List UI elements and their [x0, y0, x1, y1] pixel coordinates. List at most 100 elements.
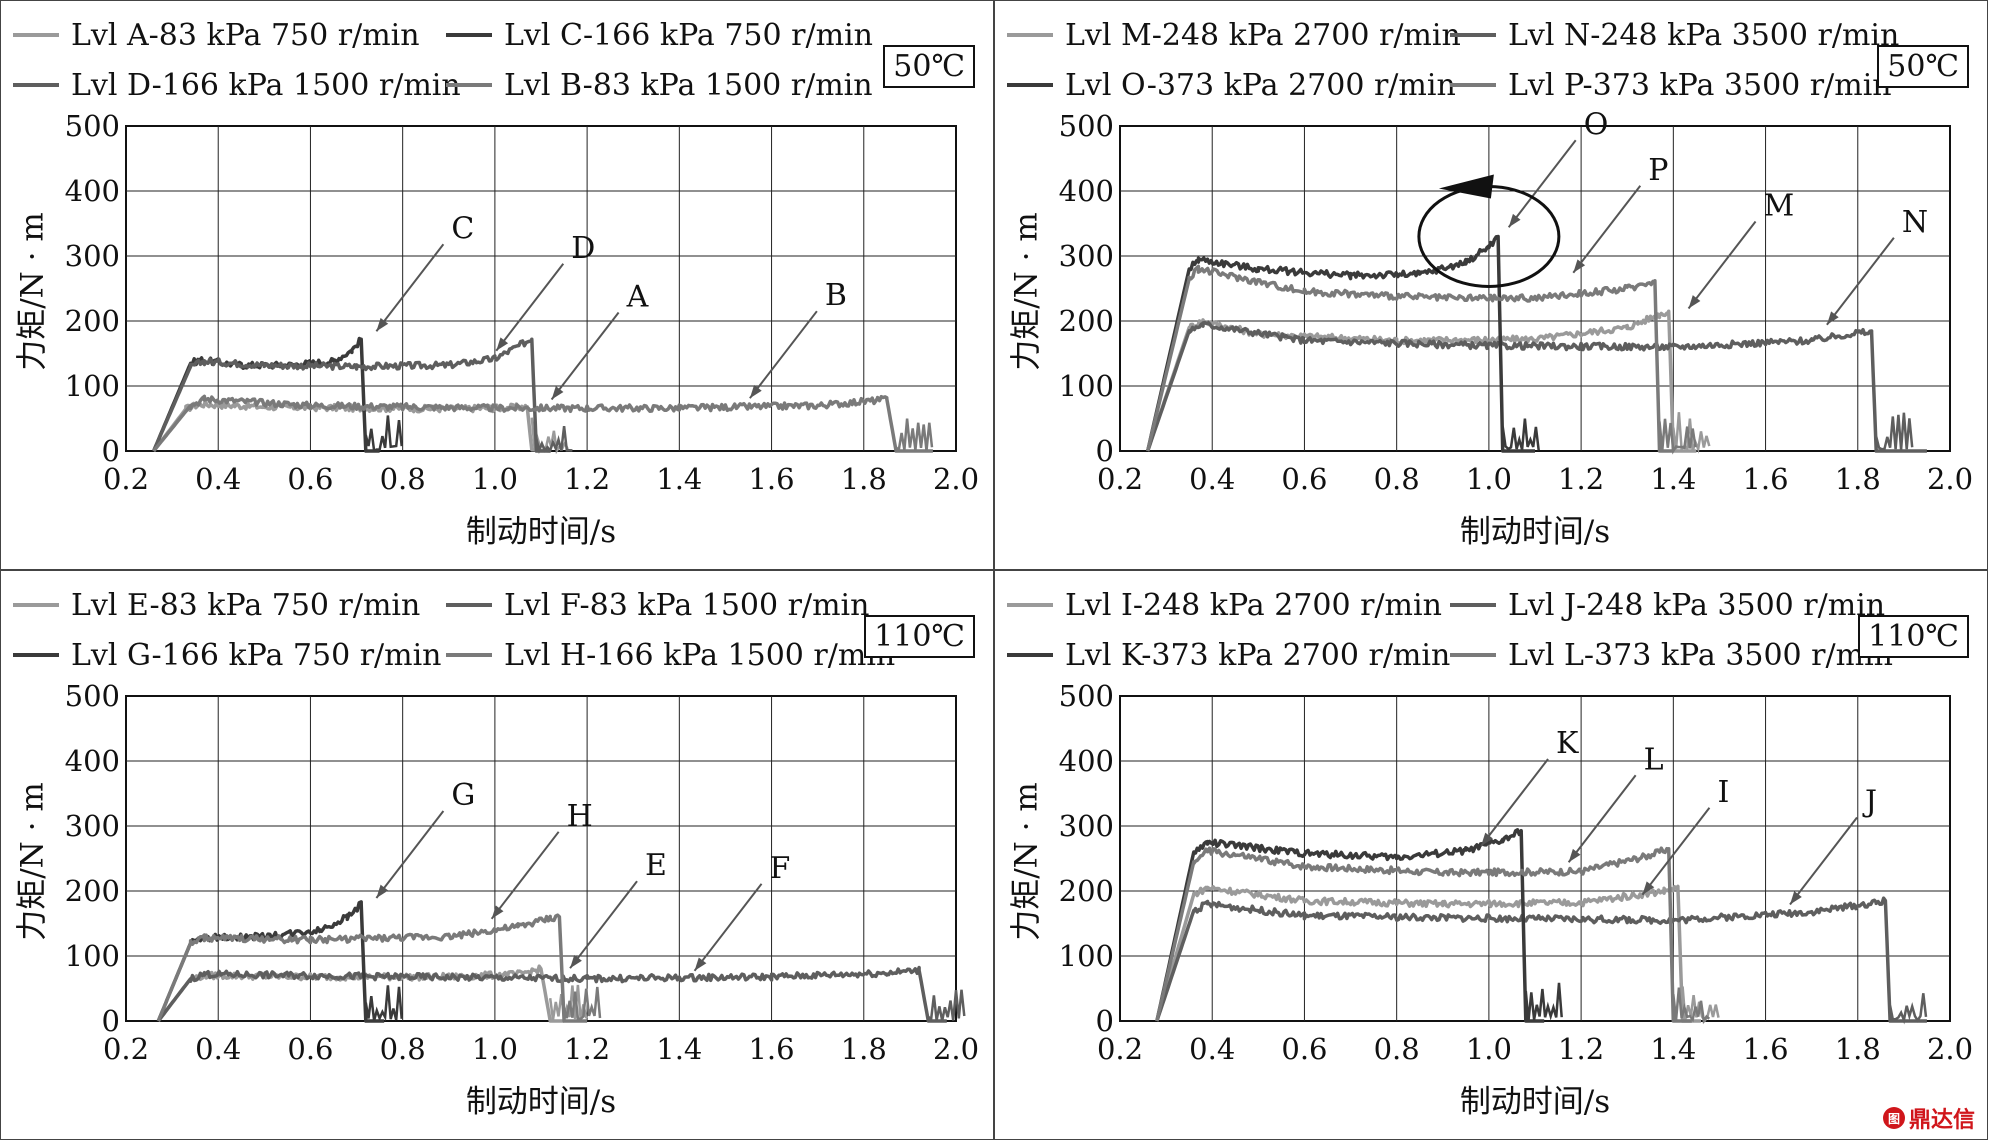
legend-label: Lvl I-248 kPa 2700 r/min	[1065, 587, 1442, 623]
annotation-arrowhead	[694, 957, 707, 971]
series-line	[1145, 264, 1674, 453]
series-release-noise	[1501, 418, 1540, 451]
annotation-pointer	[749, 310, 818, 399]
series-release-noise	[1524, 982, 1563, 1022]
annotation-pointer	[693, 883, 763, 972]
annotation-arrowhead	[1481, 832, 1493, 846]
annotation-label: K	[1556, 726, 1579, 761]
x-tick-label: 0.8	[380, 462, 426, 496]
annotation-arrowhead	[376, 317, 389, 332]
x-tick-label: 2.0	[1927, 1032, 1973, 1066]
legend-swatch	[1007, 653, 1053, 657]
y-axis-title: 力矩/N · m	[14, 781, 51, 941]
x-tick-label: 1.6	[748, 1032, 794, 1066]
series-release-noise	[562, 986, 602, 1021]
x-tick-label: 0.8	[380, 1032, 426, 1066]
chart-svg: 0.2 0.4 0.6 0.8 1.0 1.2 1.4 1.6 1.8 2.0 0 100 200 300…	[65, 109, 979, 496]
legend-swatch	[1450, 33, 1496, 37]
annotation-arrowhead	[1790, 891, 1802, 905]
y-tick-label: 100	[65, 939, 120, 973]
legend-item: Lvl L-373 kPa 3500 r/min	[1450, 635, 1893, 675]
annotation-pointer	[1567, 774, 1637, 863]
series-release-noise	[1888, 993, 1928, 1025]
annotation-label: F	[770, 851, 791, 886]
x-tick-label: 1.0	[1466, 462, 1512, 496]
series-line	[1146, 320, 1927, 453]
legend-swatch	[446, 83, 492, 87]
legend-swatch	[1450, 653, 1496, 657]
series-line	[1155, 896, 1927, 1023]
legend-label: Lvl G-166 kPa 750 r/min	[71, 637, 442, 673]
chart-panel-50c-high: 0.2 0.4 0.6 0.8 1.0 1.2 1.4 1.6 1.8 2.0 0 100 200 300…	[994, 0, 1988, 570]
watermark-text: 鼎达信	[1908, 1108, 1975, 1133]
annotation-pointer	[1641, 807, 1711, 896]
x-tick-label: 1.6	[1742, 1032, 1788, 1066]
watermark-icon: 图	[1882, 1107, 1905, 1129]
series-line	[152, 337, 551, 453]
annotation-pointer	[490, 831, 560, 920]
y-axis-title: 力矩/N · m	[1008, 211, 1045, 371]
y-tick-label: 400	[1059, 744, 1114, 778]
x-tick-label: 0.6	[287, 462, 333, 496]
x-tick-label: 2.0	[1927, 462, 1973, 496]
annotation-pointer	[1687, 220, 1757, 310]
legend-swatch	[13, 653, 59, 657]
annotation-arrowhead	[496, 337, 509, 351]
x-tick-label: 1.8	[1835, 1032, 1881, 1066]
legend-swatch	[1450, 83, 1496, 87]
annotation-arrowhead	[1573, 259, 1586, 273]
legend-item: Lvl F-83 kPa 1500 r/min	[446, 585, 869, 625]
y-tick-label: 500	[65, 679, 120, 713]
y-tick-label: 0	[102, 1004, 120, 1038]
annotation-arrowhead	[749, 384, 762, 399]
x-tick-label: 0.8	[1374, 1032, 1420, 1066]
y-tick-label: 100	[65, 369, 120, 403]
series-line	[156, 965, 947, 1023]
series-line	[152, 394, 933, 453]
series-release-noise	[895, 418, 934, 453]
annotation-arrowhead	[1508, 213, 1521, 228]
annotation-arrowhead	[491, 905, 504, 919]
legend-item: Lvl P-373 kPa 3500 r/min	[1450, 65, 1892, 105]
legend-item: Lvl H-166 kPa 1500 r/min	[446, 635, 895, 675]
annotation-label: J	[1862, 785, 1877, 820]
x-tick-label: 0.2	[1097, 1032, 1143, 1066]
y-tick-label: 200	[65, 874, 120, 908]
legend-item: Lvl B-83 kPa 1500 r/min	[446, 65, 873, 105]
x-tick-label: 0.6	[1281, 1032, 1327, 1066]
series-release-noise	[1672, 987, 1711, 1025]
x-axis-title: 制动时间/s	[465, 1084, 617, 1120]
series-line	[156, 913, 588, 1023]
legend-swatch	[1007, 33, 1053, 37]
legend-label: Lvl D-166 kPa 1500 r/min	[71, 67, 461, 103]
x-tick-label: 1.0	[1466, 1032, 1512, 1066]
legend-label: Lvl J-248 kPa 3500 r/min	[1508, 587, 1886, 623]
chart-panel-110c-low: 0.2 0.4 0.6 0.8 1.0 1.2 1.4 1.6 1.8 2.0 0 100 200 300…	[0, 570, 994, 1140]
legend-swatch	[13, 603, 59, 607]
annotation-pointer	[1507, 139, 1577, 228]
y-axis-title: 力矩/N · m	[14, 211, 51, 371]
legend-item: Lvl D-166 kPa 1500 r/min	[13, 65, 461, 105]
annotation-pointer	[1789, 816, 1858, 906]
legend-swatch	[446, 33, 492, 37]
chart-panel-110c-high: 0.2 0.4 0.6 0.8 1.0 1.2 1.4 1.6 1.8 2.0 0 100 200 300…	[994, 570, 1988, 1140]
x-tick-label: 1.4	[656, 462, 702, 496]
annotation-label: B	[825, 278, 847, 313]
legend-item: Lvl G-166 kPa 750 r/min	[13, 635, 442, 675]
x-tick-label: 1.2	[1558, 1032, 1604, 1066]
series-line	[1155, 846, 1692, 1023]
annotation-label: L	[1644, 742, 1664, 777]
legend-label: Lvl H-166 kPa 1500 r/min	[504, 637, 896, 673]
annotation-label: C	[451, 211, 474, 246]
annotation-label: H	[567, 799, 593, 834]
annotation-label: G	[451, 778, 475, 813]
plot-area	[1119, 125, 1951, 452]
annotation-pointer	[495, 263, 565, 352]
series-line	[1155, 884, 1701, 1023]
x-tick-label: 1.2	[1558, 462, 1604, 496]
x-tick-label: 0.2	[103, 1032, 149, 1066]
series-release-noise	[1658, 418, 1697, 455]
series-release-noise	[1874, 412, 1914, 451]
x-tick-label: 1.0	[472, 1032, 518, 1066]
legend-label: Lvl A-83 kPa 750 r/min	[71, 17, 420, 53]
